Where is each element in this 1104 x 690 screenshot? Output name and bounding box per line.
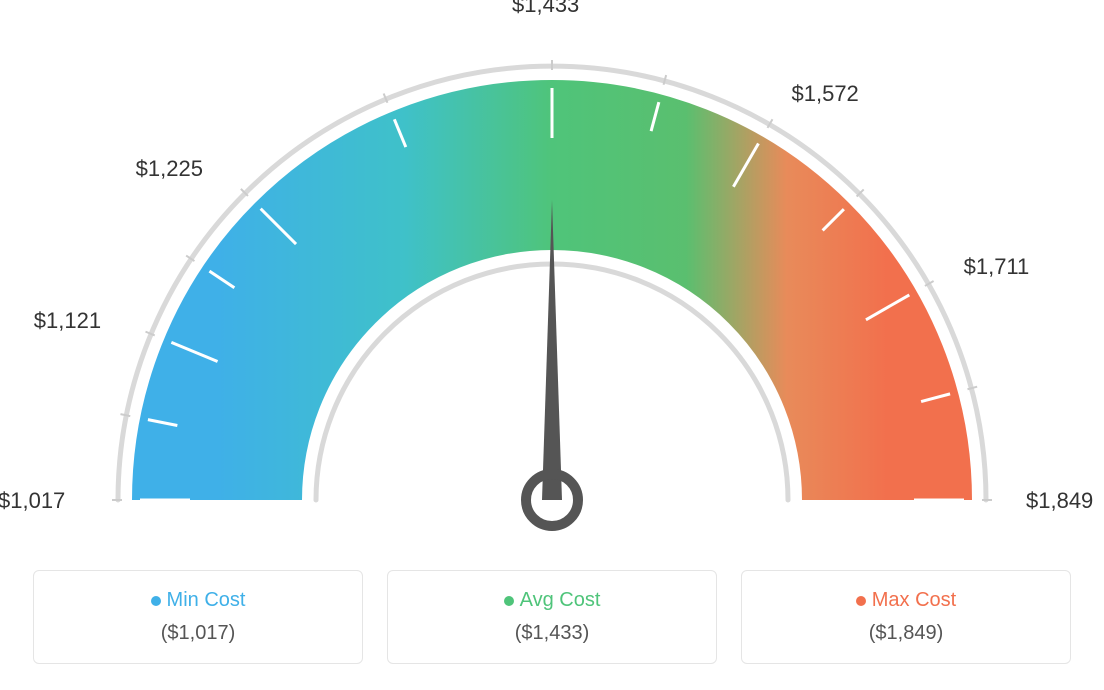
- tick-label: $1,121: [34, 308, 101, 334]
- legend-value: ($1,849): [742, 622, 1070, 645]
- legend-title-text: Avg Cost: [520, 589, 601, 611]
- legend-value: ($1,433): [388, 622, 716, 645]
- tick-label: $1,711: [964, 254, 1030, 280]
- tick-label: $1,017: [0, 488, 65, 514]
- tick-label: $1,225: [136, 156, 203, 182]
- legend-row: Min Cost ($1,017) Avg Cost ($1,433) Max Cost…: [0, 570, 1104, 664]
- legend-dot-icon: [856, 596, 866, 606]
- legend-title-text: Min Cost: [167, 589, 246, 611]
- gauge-chart-container: $1,017 $1,121 $1,225 $1,433 $1,572 $1,711 $1,8…: [0, 0, 1104, 690]
- gauge-svg: [22, 20, 1082, 550]
- legend-card-avg: Avg Cost ($1,433): [387, 570, 717, 664]
- legend-value: ($1,017): [34, 622, 362, 645]
- legend-title: Avg Cost: [388, 589, 716, 612]
- gauge-area: $1,017$1,121$1,225$1,433$1,572$1,711$1,8…: [22, 20, 1082, 550]
- legend-card-max: Max Cost ($1,849): [741, 570, 1071, 664]
- tick-label: $1,849: [1026, 488, 1093, 514]
- legend-title: Max Cost: [742, 589, 1070, 612]
- legend-dot-icon: [151, 596, 161, 606]
- legend-title-text: Max Cost: [872, 589, 956, 611]
- legend-card-min: Min Cost ($1,017): [33, 570, 363, 664]
- tick-label: $1,433: [512, 0, 579, 18]
- legend-dot-icon: [504, 596, 514, 606]
- legend-title: Min Cost: [34, 589, 362, 612]
- tick-label: $1,572: [792, 81, 859, 107]
